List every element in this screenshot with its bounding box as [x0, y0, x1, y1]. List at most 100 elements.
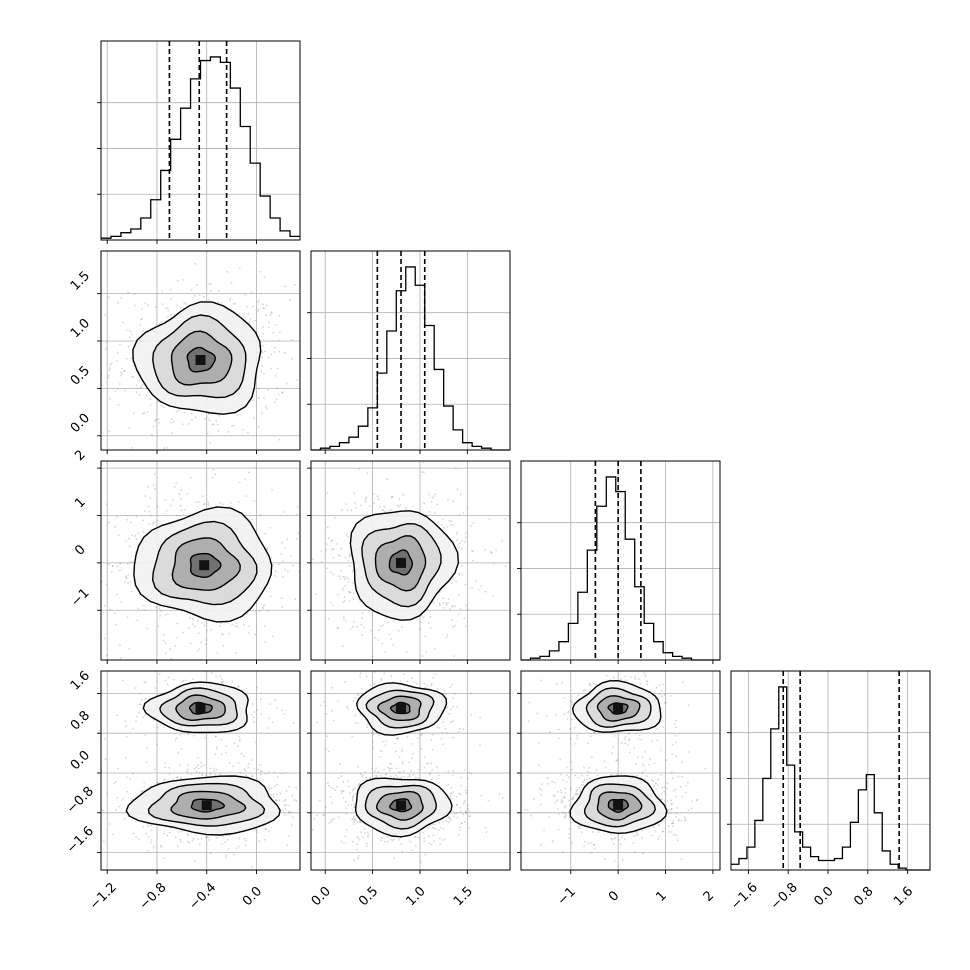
scatter-point	[220, 678, 223, 680]
scatter-point	[336, 626, 339, 629]
scatter-point	[456, 488, 459, 491]
scatter-point	[674, 734, 677, 737]
scatter-point	[641, 772, 644, 775]
scatter-point	[163, 634, 166, 636]
scatter-point	[361, 634, 363, 637]
scatter-point	[274, 575, 277, 577]
scatter-point	[212, 469, 215, 471]
scatter-point	[389, 762, 391, 765]
scatter-point	[158, 607, 161, 610]
scatter-point	[161, 303, 164, 305]
scatter-point	[574, 793, 577, 796]
scatter-point	[359, 713, 362, 716]
scatter-point	[430, 626, 432, 629]
scatter-point	[156, 401, 159, 403]
scatter-point	[139, 703, 142, 706]
scatter-point	[131, 447, 133, 449]
scatter-point	[176, 637, 179, 639]
scatter-point	[354, 501, 356, 504]
scatter-point	[278, 350, 281, 353]
scatter-point	[183, 301, 186, 304]
scatter-point	[89, 358, 91, 360]
scatter-point	[248, 669, 250, 671]
scatter-point	[247, 656, 249, 658]
scatter-point	[682, 681, 685, 683]
scatter-point	[384, 744, 387, 747]
scatter-point	[166, 510, 168, 512]
scatter-point	[628, 738, 630, 741]
scatter-point	[217, 290, 220, 292]
scatter-point	[106, 792, 108, 795]
scatter-point	[132, 412, 135, 415]
scatter-point	[572, 795, 575, 798]
scatter-point	[176, 514, 178, 517]
scatter-point	[148, 523, 151, 525]
scatter-point	[340, 792, 343, 794]
scatter-point	[352, 699, 355, 702]
scatter-point	[120, 297, 122, 299]
scatter-point	[390, 497, 393, 499]
scatter-point	[325, 543, 328, 545]
scatter-point	[259, 770, 262, 772]
scatter-point	[358, 821, 361, 823]
scatter-point	[200, 762, 203, 764]
scatter-point	[123, 369, 126, 372]
scatter-point	[621, 836, 623, 839]
scatter-point	[465, 792, 468, 794]
scatter-point	[124, 756, 127, 759]
scatter-point	[278, 438, 281, 441]
scatter-point	[681, 795, 683, 798]
scatter-point	[365, 498, 368, 501]
scatter-point	[117, 534, 120, 537]
scatter-point	[400, 842, 403, 845]
scatter-point	[150, 839, 153, 841]
scatter-point	[436, 503, 439, 506]
scatter-point	[160, 609, 162, 612]
scatter-point	[403, 775, 406, 778]
scatter-point	[347, 535, 349, 538]
scatter-point	[467, 807, 470, 810]
scatter-point	[181, 423, 184, 426]
scatter-point	[175, 410, 178, 413]
scatter-point	[180, 509, 183, 512]
scatter-point	[276, 367, 279, 370]
scatter-point	[447, 598, 450, 601]
scatter-point	[673, 722, 676, 725]
scatter-point	[593, 731, 595, 734]
scatter-point	[298, 799, 300, 801]
scatter-point	[349, 591, 352, 594]
panel-content	[89, 263, 298, 450]
scatter-point	[221, 633, 224, 635]
scatter-point	[156, 782, 159, 785]
scatter-point	[624, 736, 627, 739]
scatter-point	[466, 507, 469, 509]
scatter-point	[671, 777, 674, 780]
scatter-point	[432, 823, 435, 826]
scatter-point	[134, 551, 137, 553]
scatter-point	[197, 619, 200, 622]
scatter-point	[436, 664, 438, 666]
scatter-point	[106, 654, 108, 657]
scatter-point	[440, 737, 443, 740]
scatter-point	[265, 304, 268, 307]
scatter-point	[570, 821, 572, 824]
scatter-point	[316, 814, 318, 817]
scatter-point	[269, 793, 272, 796]
scatter-point	[327, 782, 329, 785]
scatter-point	[454, 467, 457, 470]
scatter-point	[323, 811, 326, 814]
scatter-point	[433, 827, 436, 829]
scatter-point	[379, 749, 382, 752]
scatter-point	[578, 827, 581, 830]
scatter-point	[327, 750, 330, 753]
scatter-point	[352, 818, 355, 820]
scatter-point	[247, 313, 250, 315]
scatter-point	[628, 739, 631, 742]
scatter-point	[124, 575, 127, 577]
scatter-point	[274, 401, 277, 404]
scatter-point	[430, 843, 433, 846]
scatter-point	[684, 792, 687, 794]
scatter-point	[420, 733, 423, 736]
scatter-point	[108, 823, 111, 825]
scatter-point	[353, 823, 356, 826]
